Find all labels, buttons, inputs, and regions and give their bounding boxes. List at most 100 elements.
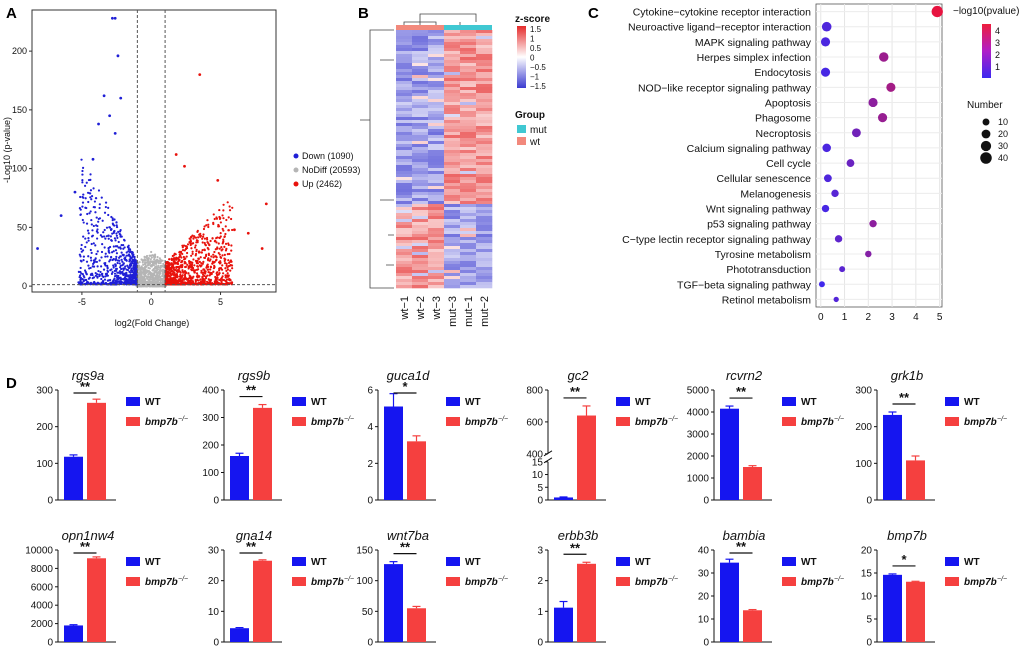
down-point [79,274,82,277]
heatmap-cell [444,39,461,43]
nodiff-point [159,277,162,280]
up-point [188,276,191,279]
zscore-tick: 1 [530,35,535,44]
heatmap-cell [428,162,445,166]
y-tick-label: 1 [537,607,543,618]
up-point [229,269,232,272]
heatmap-cell [460,99,477,103]
nodiff-point [151,263,154,266]
up-point [225,247,228,251]
down-point [113,275,117,278]
heatmap-cell [428,240,445,244]
nodiff-point [140,258,143,261]
heatmap-cell [396,270,413,274]
down-point [91,229,94,232]
heatmap-cell [460,150,477,154]
zscore-colorbar [517,26,526,88]
heatmap-cell [476,267,493,271]
heatmap-cell [428,105,445,109]
down-point [112,264,115,267]
up-point [208,274,211,277]
heatmap-cell [428,171,445,175]
down-point [87,264,90,267]
heatmap-cell [460,207,477,211]
kegg-x-tick-label: 4 [913,312,919,323]
down-point [132,267,135,270]
legend-wt-swatch [616,397,630,406]
y-tick-label: 10 [861,592,873,603]
heatmap-cell [444,240,461,244]
nodiff-point [153,258,156,261]
up-point [226,272,229,275]
down-point [99,234,102,237]
heatmap-cell [460,57,477,61]
heatmap-cell [476,45,493,49]
y-tick-label: 10000 [25,546,53,557]
up-point [219,279,222,282]
legend-mut-superscript: −/− [834,576,844,583]
kegg-dot [833,296,839,303]
up-point [209,239,212,243]
gene-title: gna14 [236,528,272,543]
up-point [178,275,182,278]
down-point [135,262,138,265]
down-point [128,260,131,263]
heatmap-cell [460,120,477,124]
bar-mut [87,558,106,642]
down-point [110,268,113,271]
heatmap-cell [412,126,429,130]
legend-wt-swatch [782,397,796,406]
down-point [101,219,104,222]
up-point [206,274,209,277]
y-tick-label: 8000 [31,564,54,575]
column-label: wt−3 [431,296,443,321]
heatmap-cell [428,72,445,76]
gene-chart-opn1nw4: opn1nw4 0 2000 4000 6000 8000 10000 ** WT bmp7b −/… [25,528,188,649]
down-point [88,267,91,270]
heatmap-cell [460,273,477,277]
down-point [94,244,97,247]
nodiff-point [143,261,147,264]
up-point [169,266,172,270]
heatmap-cell [428,282,445,286]
up-point [230,244,233,247]
down-point [122,244,125,247]
heatmap-cell [428,168,445,172]
up-point [224,267,227,270]
down-point [125,259,128,262]
y-tick-label: 300 [36,386,53,397]
heatmap-cell [476,36,493,40]
down-point [113,224,116,227]
kegg-size-dot [982,118,990,126]
heatmap-cell [460,225,477,229]
up-point [222,240,225,243]
kegg-x-tick-label: 5 [937,312,943,323]
nodiff-point [151,260,154,263]
down-point [88,212,91,215]
down-point [79,276,82,280]
legend-mut-swatch [616,577,630,586]
down-point [93,200,96,203]
heatmap-cell [444,63,461,67]
legend-mut-label: bmp7b [311,417,344,428]
heatmap-cell [476,246,493,250]
down-point [100,265,103,268]
up-point [211,237,214,240]
heatmap-cell [396,198,413,202]
significance-mark: ** [570,540,581,555]
y-tick-label: 200 [12,46,27,56]
heatmap-cell [444,45,461,49]
y-tick-label: 5 [866,615,872,626]
up-point [217,225,221,228]
heatmap-cell [476,132,493,136]
heatmap-cell [396,96,413,100]
y-tick-label: 200 [855,422,872,433]
down-point [85,260,89,263]
kegg-dot [821,21,832,32]
down-point [84,237,87,240]
y-tick-label: 0 [367,496,373,507]
down-point [130,279,133,282]
heatmap-cell [476,72,493,76]
heatmap-cell [476,105,493,109]
gene-title: bambia [723,528,766,543]
